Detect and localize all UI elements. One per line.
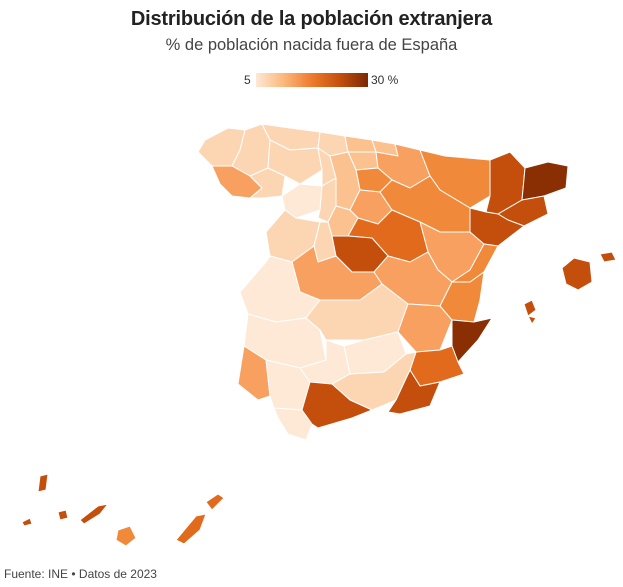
region-alicante[interactable] <box>451 317 493 363</box>
region-la-gomera[interactable] <box>57 509 69 521</box>
legend-gradient-bar <box>256 73 368 87</box>
map-subtitle: % de población nacida fuera de España <box>165 36 458 54</box>
region-valencia[interactable] <box>439 271 485 323</box>
region-lanzarote[interactable] <box>205 493 225 511</box>
region-mallorca[interactable] <box>561 257 593 291</box>
region-malaga[interactable] <box>301 381 373 429</box>
color-legend: 5 30 % <box>0 72 623 88</box>
source-note: Fuente: INE • Datos de 2023 <box>4 567 157 581</box>
region-fuerteventura[interactable] <box>175 513 207 545</box>
region-girona[interactable] <box>521 161 569 201</box>
region-leon[interactable] <box>267 139 323 185</box>
map-title: Distribución de la población extranjera <box>130 8 493 30</box>
region-almeria[interactable] <box>387 369 441 415</box>
legend-min-label: 5 <box>244 73 251 87</box>
region-menorca[interactable] <box>599 251 617 263</box>
region-huelva[interactable] <box>237 345 271 401</box>
legend-max-label: 30 % <box>371 73 399 87</box>
region-formentera[interactable] <box>527 315 537 325</box>
region-tenerife[interactable] <box>79 503 109 525</box>
region-gran-canaria[interactable] <box>115 525 137 547</box>
region-el-hierro[interactable] <box>21 517 33 527</box>
region-ibiza[interactable] <box>523 299 537 317</box>
region-la-palma[interactable] <box>37 473 49 493</box>
